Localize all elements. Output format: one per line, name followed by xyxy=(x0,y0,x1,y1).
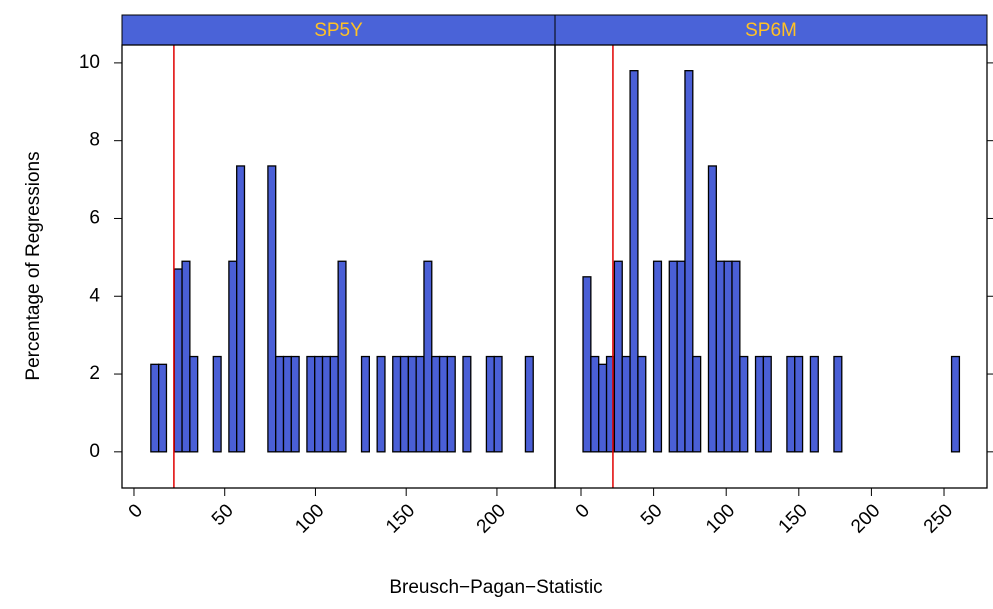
histogram-bar xyxy=(228,260,238,453)
histogram-bar xyxy=(392,355,402,453)
histogram-bar xyxy=(376,355,386,453)
histogram-bar xyxy=(652,260,663,453)
histogram-bar xyxy=(236,165,246,453)
histogram-bar xyxy=(290,355,300,453)
x-tick-label: 100 xyxy=(291,500,328,537)
histogram-bar xyxy=(598,363,608,453)
strip xyxy=(554,14,988,46)
histogram-bar xyxy=(950,355,961,453)
histogram-bar xyxy=(399,355,410,453)
histogram-bar xyxy=(684,70,694,453)
histogram-bar xyxy=(321,355,331,453)
x-tick-label: 0 xyxy=(125,500,147,522)
y-tick-label: 2 xyxy=(89,363,100,384)
x-tick-label: 100 xyxy=(702,500,739,537)
x-tick-label: 200 xyxy=(473,500,510,537)
histogram-bar xyxy=(629,70,639,453)
histogram-bar xyxy=(423,260,433,453)
panel-title: SP5Y xyxy=(314,20,363,41)
histogram-bar xyxy=(809,355,819,453)
histogram-bar xyxy=(794,355,804,453)
histogram-bar xyxy=(707,165,717,453)
x-tick-label: 150 xyxy=(775,500,812,537)
histogram-bar xyxy=(582,276,592,453)
histogram-bar xyxy=(306,355,316,453)
histogram-bar xyxy=(485,355,495,453)
histogram-bar xyxy=(275,355,285,453)
histogram-bar xyxy=(337,260,347,453)
histogram-bar xyxy=(181,260,191,453)
histogram-bar xyxy=(212,355,222,453)
histogram-bar xyxy=(833,355,843,453)
x-tick-label: 200 xyxy=(847,500,884,537)
histogram-bar xyxy=(668,260,678,453)
histogram-bar xyxy=(329,355,339,453)
x-tick-label: 0 xyxy=(572,500,594,522)
histogram-bar xyxy=(715,260,725,453)
histogram-bar xyxy=(189,355,199,453)
histogram-bar xyxy=(150,363,160,453)
histogram-bar xyxy=(621,355,631,453)
histogram-bar xyxy=(282,355,292,453)
histogram-bar xyxy=(415,355,425,453)
x-axis-label: Breusch−Pagan−Statistic xyxy=(389,577,602,598)
histogram-bar xyxy=(462,355,472,453)
y-tick-label: 0 xyxy=(89,441,100,462)
histogram-bar xyxy=(438,355,449,453)
x-tick-label: 50 xyxy=(208,500,238,530)
y-tick-label: 4 xyxy=(89,285,100,306)
histogram-bar xyxy=(314,355,324,453)
histogram-bar xyxy=(267,165,277,453)
y-tick-label: 10 xyxy=(79,52,100,73)
histogram-bar xyxy=(739,355,749,453)
y-tick-label: 6 xyxy=(89,207,100,228)
y-tick-label: 8 xyxy=(89,130,100,151)
histogram-bar xyxy=(407,355,417,453)
histogram-bar xyxy=(590,355,600,453)
histogram-bar xyxy=(786,355,796,453)
histogram-bar xyxy=(360,355,371,453)
histogram-bar xyxy=(692,355,702,453)
histogram-bar xyxy=(613,260,623,453)
histogram-bar xyxy=(754,355,765,453)
histogram-bar xyxy=(637,355,647,453)
histogram-bar xyxy=(446,355,456,453)
histogram-bar xyxy=(676,260,686,453)
x-tick-label: 50 xyxy=(637,500,667,530)
histogram-bar xyxy=(524,355,534,453)
y-axis-label: Percentage of Regressions xyxy=(23,151,44,380)
panel-border xyxy=(554,44,988,489)
x-tick-label: 250 xyxy=(920,500,957,537)
histogram-bar xyxy=(762,355,772,453)
strip xyxy=(121,14,556,46)
histogram-bar xyxy=(173,268,183,453)
histogram-bar xyxy=(493,355,503,453)
panel-title: SP6M xyxy=(745,20,797,41)
histogram-bar xyxy=(158,363,168,453)
histogram-bar xyxy=(431,355,441,453)
histogram-bar xyxy=(723,260,733,453)
histogram-bar xyxy=(731,260,741,453)
x-tick-label: 150 xyxy=(382,500,419,537)
